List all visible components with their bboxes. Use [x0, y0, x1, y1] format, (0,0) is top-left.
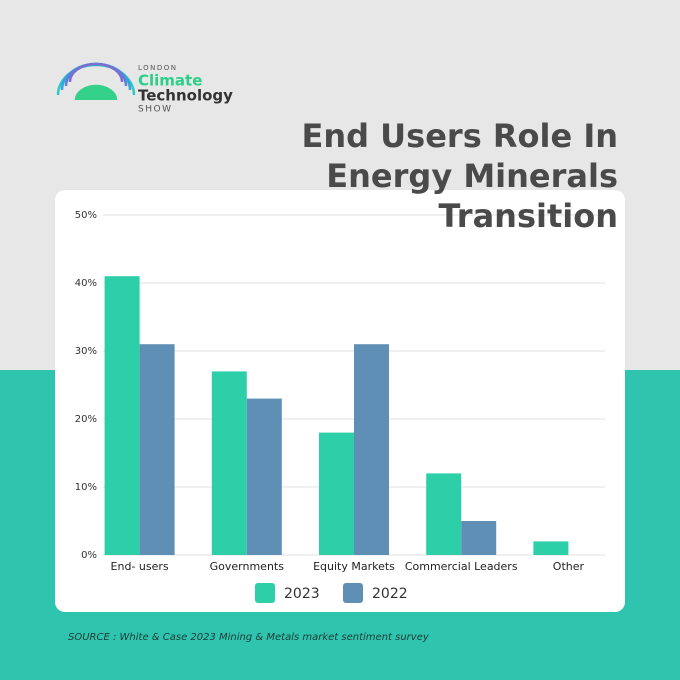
x-tick-label: Governments — [210, 560, 285, 573]
bar — [533, 541, 569, 555]
bar — [246, 398, 282, 555]
source-note: SOURCE : White & Case 2023 Mining & Meta… — [68, 632, 430, 643]
bar — [319, 432, 354, 555]
bar — [211, 371, 247, 555]
legend-swatch — [255, 583, 275, 603]
x-tick-label: Equity Markets — [313, 560, 395, 573]
logo-text: LONDON — [138, 64, 178, 72]
logo-text: Climate — [138, 72, 202, 90]
bar — [461, 521, 497, 555]
y-tick-label: 50% — [75, 210, 97, 221]
bar — [354, 344, 389, 555]
x-tick-label: Other — [553, 560, 585, 573]
logo-text: Technology — [138, 87, 233, 105]
chart-card — [55, 190, 625, 612]
bar — [139, 344, 175, 555]
y-tick-label: 20% — [75, 414, 97, 425]
y-tick-label: 30% — [75, 346, 97, 357]
legend-label: 2022 — [372, 586, 408, 602]
legend-swatch — [343, 583, 363, 603]
x-tick-label: End- users — [111, 560, 169, 573]
bar — [104, 276, 140, 555]
chart-title: End Users Role In Energy Minerals Transi… — [301, 117, 618, 235]
x-tick-label: Commercial Leaders — [405, 560, 518, 573]
logo-text: SHOW — [138, 105, 172, 115]
bar — [426, 473, 462, 555]
y-tick-label: 0% — [81, 550, 97, 561]
logo-mark — [56, 62, 136, 101]
legend-label: 2023 — [284, 586, 320, 602]
y-tick-label: 10% — [75, 482, 97, 493]
y-tick-label: 40% — [75, 278, 97, 289]
